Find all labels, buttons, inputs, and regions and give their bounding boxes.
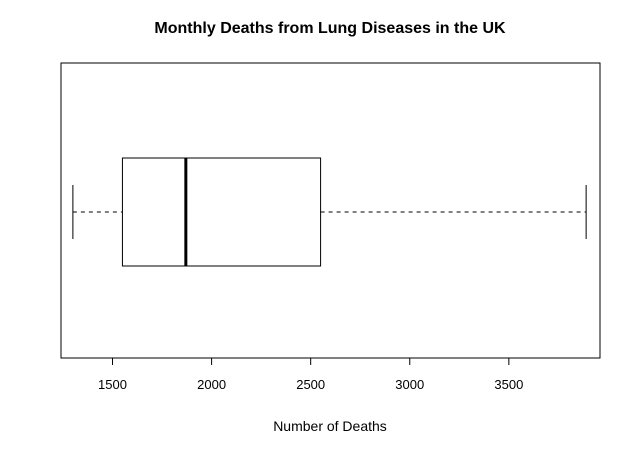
x-tick-label: 2500 (296, 377, 325, 392)
boxplot-series (72, 157, 587, 267)
x-tick-label: 3500 (494, 377, 523, 392)
plot-layer (72, 157, 587, 267)
x-tick-label: 1500 (98, 377, 127, 392)
x-tick-label: 3000 (395, 377, 424, 392)
x-tick-label: 2000 (197, 377, 226, 392)
x-axis-title: Number of Deaths (273, 418, 387, 434)
chart-title: Monthly Deaths from Lung Diseases in the… (154, 20, 506, 37)
x-axis-ticks: 1500 2000 2500 3000 3500 (98, 358, 523, 392)
interquartile-box (121, 157, 322, 267)
